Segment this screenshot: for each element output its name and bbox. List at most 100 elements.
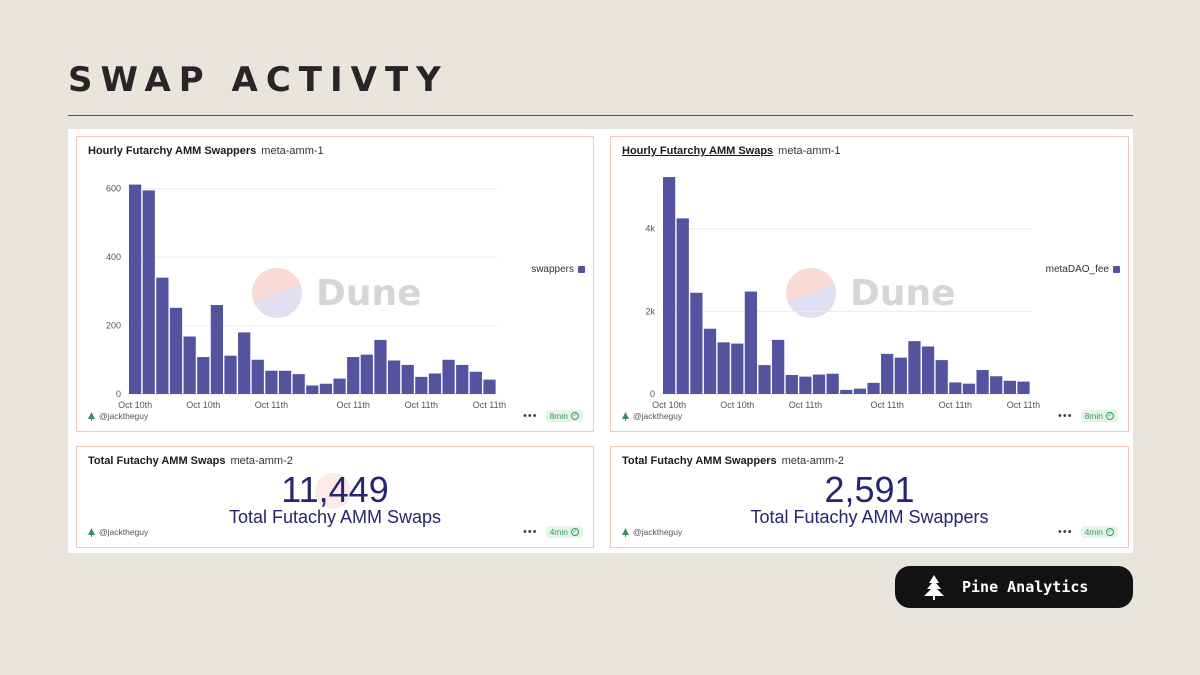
check-icon: ✓ bbox=[1106, 412, 1114, 420]
counter-title[interactable]: Total Futachy AMM Swaps bbox=[88, 455, 226, 467]
bar bbox=[278, 370, 292, 394]
chart-title[interactable]: Hourly Futarchy AMM Swaps bbox=[622, 145, 774, 157]
card-footer: @jacktheguy ••• 8min ✓ bbox=[622, 410, 1118, 424]
counter-card-swappers[interactable]: Total Futachy AMM Swappers meta-amm-2 2,5… bbox=[610, 446, 1129, 548]
check-icon: ✓ bbox=[1106, 528, 1114, 536]
bar bbox=[717, 342, 730, 394]
bar bbox=[744, 291, 758, 394]
counter-subtitle: meta-amm-2 bbox=[230, 455, 293, 467]
x-tick-label: Oct 11th bbox=[405, 400, 438, 410]
x-tick-label: Oct 10th bbox=[118, 400, 152, 410]
y-tick-label: 600 bbox=[106, 184, 121, 194]
chart-title[interactable]: Hourly Futarchy AMM Swappers bbox=[88, 145, 257, 157]
freshness-badge[interactable]: 4min ✓ bbox=[1080, 526, 1118, 538]
bar bbox=[442, 359, 455, 394]
bar bbox=[935, 360, 948, 394]
x-tick-label: Oct 11th bbox=[871, 400, 904, 410]
pine-tree-icon bbox=[924, 575, 944, 600]
y-tick-label: 4k bbox=[645, 224, 655, 234]
bar bbox=[894, 357, 907, 394]
author[interactable]: @jacktheguy bbox=[622, 527, 682, 537]
tree-avatar-icon bbox=[88, 411, 95, 421]
more-options-icon[interactable]: ••• bbox=[1058, 410, 1073, 422]
bar bbox=[251, 359, 264, 394]
bar bbox=[169, 307, 183, 394]
legend-label: swappers bbox=[531, 264, 574, 275]
bar-chart-swappers: 0 200 400 600 Oct 10th Oct 10th Oct 11th Oct 11… bbox=[106, 184, 506, 410]
bar bbox=[265, 370, 278, 394]
counter-title[interactable]: Total Futachy AMM Swappers bbox=[622, 455, 777, 467]
bar bbox=[799, 376, 812, 394]
bar bbox=[867, 382, 880, 394]
bar bbox=[129, 184, 142, 394]
author[interactable]: @jacktheguy bbox=[622, 411, 682, 421]
freshness-text: 8min bbox=[549, 411, 568, 421]
bar bbox=[238, 332, 251, 394]
tree-avatar-icon bbox=[622, 411, 629, 421]
author-name: @jacktheguy bbox=[99, 527, 149, 537]
chart-legend[interactable]: metaDAO_fee bbox=[1046, 264, 1120, 275]
card-title: Hourly Futarchy AMM Swaps meta-amm-1 bbox=[622, 145, 841, 157]
y-tick-label: 2k bbox=[645, 306, 655, 316]
more-options-icon[interactable]: ••• bbox=[523, 526, 538, 538]
freshness-text: 8min bbox=[1084, 411, 1103, 421]
bar bbox=[292, 374, 305, 394]
card-footer: @jacktheguy ••• 8min ✓ bbox=[88, 410, 583, 424]
bar bbox=[401, 364, 414, 394]
bar bbox=[785, 374, 798, 394]
bar bbox=[976, 370, 989, 394]
bar bbox=[456, 364, 469, 394]
bar bbox=[210, 305, 224, 394]
bar bbox=[387, 360, 401, 394]
bar bbox=[908, 341, 921, 394]
counter-card-swaps[interactable]: Total Futachy AMM Swaps meta-amm-2 11,449… bbox=[76, 446, 594, 548]
chart-card-swappers[interactable]: Hourly Futarchy AMM Swappers meta-amm-1 D… bbox=[76, 136, 594, 432]
bar bbox=[772, 339, 785, 394]
bar bbox=[415, 376, 428, 394]
chart-card-swaps[interactable]: Hourly Futarchy AMM Swaps meta-amm-1 Dune… bbox=[610, 136, 1129, 432]
legend-swatch bbox=[1113, 265, 1120, 273]
author[interactable]: @jacktheguy bbox=[88, 527, 148, 537]
counter-label: Total Futachy AMM Swappers bbox=[750, 507, 989, 527]
x-tick-label: Oct 10th bbox=[652, 400, 686, 410]
bar bbox=[949, 382, 962, 394]
bar bbox=[483, 379, 496, 394]
x-tick-label: Oct 11th bbox=[789, 400, 822, 410]
dune-watermark: Dune bbox=[786, 268, 956, 318]
author-name: @jacktheguy bbox=[99, 411, 149, 421]
bar bbox=[663, 177, 676, 394]
card-title: Total Futachy AMM Swappers meta-amm-2 bbox=[622, 455, 844, 467]
more-options-icon[interactable]: ••• bbox=[1058, 526, 1073, 538]
title-divider bbox=[68, 115, 1133, 116]
author-name: @jacktheguy bbox=[633, 527, 683, 537]
counter-value: 11,449 bbox=[281, 469, 389, 510]
freshness-badge[interactable]: 8min ✓ bbox=[545, 410, 583, 422]
author-name: @jacktheguy bbox=[633, 411, 683, 421]
bar bbox=[826, 373, 839, 394]
legend-label: metaDAO_fee bbox=[1045, 264, 1109, 275]
x-tick-label: Oct 11th bbox=[473, 400, 506, 410]
page-title: SWAP ACTIVTY bbox=[68, 60, 449, 100]
x-tick-label: Oct 11th bbox=[1007, 400, 1040, 410]
more-options-icon[interactable]: ••• bbox=[523, 410, 538, 422]
watermark-text: Dune bbox=[850, 272, 956, 314]
x-tick-label: Oct 11th bbox=[939, 400, 972, 410]
watermark-text: Dune bbox=[316, 272, 422, 314]
dune-watermark: Dune bbox=[252, 268, 422, 318]
card-title: Hourly Futarchy AMM Swappers meta-amm-1 bbox=[88, 145, 324, 157]
x-tick-label: Oct 10th bbox=[186, 400, 220, 410]
x-tick-label: Oct 10th bbox=[720, 400, 754, 410]
dashboard: Hourly Futarchy AMM Swappers meta-amm-1 D… bbox=[68, 129, 1133, 553]
author[interactable]: @jacktheguy bbox=[88, 411, 148, 421]
counter-subtitle: meta-amm-2 bbox=[781, 455, 844, 467]
freshness-badge[interactable]: 4min ✓ bbox=[545, 526, 583, 538]
chart-subtitle: meta-amm-1 bbox=[778, 145, 841, 157]
bar bbox=[374, 339, 387, 394]
card-footer: @jacktheguy ••• 4min ✓ bbox=[622, 526, 1118, 540]
counter-label: Total Futachy AMM Swaps bbox=[228, 507, 442, 527]
bar bbox=[197, 357, 210, 394]
freshness-badge[interactable]: 8min ✓ bbox=[1080, 410, 1118, 422]
bar bbox=[319, 383, 333, 394]
bar bbox=[881, 353, 894, 394]
chart-legend[interactable]: swappers bbox=[531, 264, 585, 275]
